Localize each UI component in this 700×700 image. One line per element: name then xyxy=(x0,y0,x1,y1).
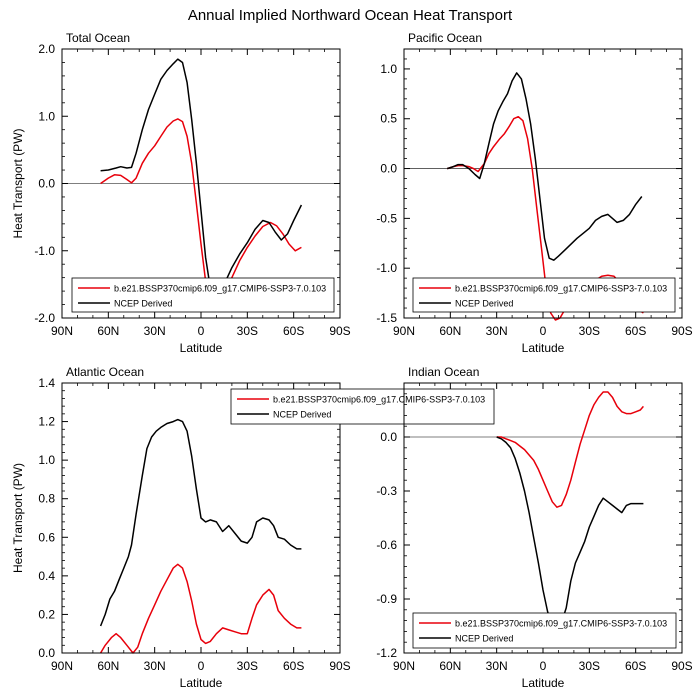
indian-ocean-x-tick-label: 30S xyxy=(579,659,600,673)
total-ocean-y-tick-label: 1.0 xyxy=(38,109,55,123)
pacific-ocean-x-tick-label: 0 xyxy=(540,324,547,338)
atlantic-ocean-x-axis-label: Latitude xyxy=(180,676,223,690)
atlantic-ocean-x-tick-label: 0 xyxy=(198,659,205,673)
total-ocean-x-tick-label: 90N xyxy=(51,324,73,338)
atlantic-ocean-y-tick-label: 0.8 xyxy=(38,492,55,506)
total-ocean-legend-box xyxy=(71,277,335,313)
pacific-ocean-legend: b.e21.BSSP370cmip6.f09_g17.CMIP6-SSP3-7.… xyxy=(412,277,676,313)
total-ocean-y-tick-label: -2.0 xyxy=(34,311,55,325)
indian-ocean-y-tick-label: -0.3 xyxy=(376,484,397,498)
indian-ocean-panel-title: Indian Ocean xyxy=(408,365,479,379)
indian-ocean-legend-ncep-label: NCEP Derived xyxy=(455,634,513,644)
indian-ocean-y-tick-label: 0.0 xyxy=(380,430,397,444)
indian-ocean-x-tick-label: 60N xyxy=(439,659,461,673)
pacific-ocean-legend-box xyxy=(412,277,676,313)
indian-ocean-x-tick-label: 0 xyxy=(540,659,547,673)
atlantic-ocean-legend: b.e21.BSSP370cmip6.f09_g17.CMIP6-SSP3-7.… xyxy=(230,388,495,425)
pacific-ocean-legend-model-label: b.e21.BSSP370cmip6.f09_g17.CMIP6-SSP3-7.… xyxy=(455,284,667,294)
total-ocean-legend-ncep-label: NCEP Derived xyxy=(114,299,172,309)
indian-ocean-x-tick-label: 90S xyxy=(671,659,692,673)
pacific-ocean-chart: 90N 60N 30N 0 30S 60S 90S 1.0 0.5 0.0 -0.5 -1.0 -1.5… xyxy=(376,31,692,355)
atlantic-ocean-model-series-line xyxy=(99,563,302,654)
atlantic-ocean-x-tick-label: 60S xyxy=(283,659,304,673)
pacific-ocean-y-tick-label: 0.5 xyxy=(380,112,397,126)
indian-ocean-x-tick-label: 60S xyxy=(625,659,646,673)
atlantic-ocean-y-tick-label: 0.6 xyxy=(38,530,55,544)
total-ocean-y-tick-label: 2.0 xyxy=(38,42,55,56)
indian-ocean-x-axis-label: Latitude xyxy=(522,676,565,690)
pacific-ocean-x-tick-label: 30S xyxy=(579,324,600,338)
atlantic-ocean-x-tick-label: 30N xyxy=(144,659,166,673)
indian-ocean-model-series-line xyxy=(496,391,644,508)
total-ocean-x-tick-label: 60N xyxy=(97,324,119,338)
atlantic-ocean-y-tick-label: 1.2 xyxy=(38,415,55,429)
atlantic-ocean-y-tick-label: 1.4 xyxy=(38,376,55,390)
atlantic-ocean-panel-title: Atlantic Ocean xyxy=(66,365,144,379)
total-ocean-x-tick-label: 60S xyxy=(283,324,304,338)
atlantic-ocean-x-tick-label: 30S xyxy=(237,659,258,673)
figure-title: Annual Implied Northward Ocean Heat Tran… xyxy=(188,7,513,24)
indian-ocean-legend: b.e21.BSSP370cmip6.f09_g17.CMIP6-SSP3-7.… xyxy=(412,612,677,649)
pacific-ocean-x-tick-label: 90N xyxy=(393,324,415,338)
pacific-ocean-y-tick-label: -1.0 xyxy=(376,261,397,275)
indian-ocean-legend-box xyxy=(412,612,677,649)
pacific-ocean-y-tick-label: -1.5 xyxy=(376,311,397,325)
total-ocean-legend-model-label: b.e21.BSSP370cmip6.f09_g17.CMIP6-SSP3-7.… xyxy=(114,284,326,294)
indian-ocean-x-tick-label: 90N xyxy=(393,659,415,673)
atlantic-ocean-x-tick-label: 60N xyxy=(97,659,119,673)
atlantic-ocean-y-tick-label: 1.0 xyxy=(38,453,55,467)
indian-ocean-y-tick-label: -0.9 xyxy=(376,592,397,606)
pacific-ocean-model-series-line xyxy=(446,115,644,321)
total-ocean-x-tick-label: 30S xyxy=(237,324,258,338)
atlantic-ocean-y-tick-label: 0.4 xyxy=(38,569,55,583)
atlantic-ocean-legend-ncep-label: NCEP Derived xyxy=(273,410,331,420)
pacific-ocean-y-tick-label: 0.0 xyxy=(380,162,397,176)
total-ocean-x-tick-label: 90S xyxy=(329,324,350,338)
total-ocean-model-series-line xyxy=(100,118,302,309)
atlantic-ocean-x-tick-label: 90S xyxy=(329,659,350,673)
total-ocean-panel-title: Total Ocean xyxy=(66,31,130,45)
atlantic-ocean-x-tick-label: 90N xyxy=(51,659,73,673)
pacific-ocean-plot-frame xyxy=(403,48,683,319)
atlantic-ocean-plot-frame xyxy=(61,382,341,654)
indian-ocean-y-tick-label: -0.6 xyxy=(376,538,397,552)
pacific-ocean-x-tick-label: 60N xyxy=(439,324,461,338)
total-ocean-legend: b.e21.BSSP370cmip6.f09_g17.CMIP6-SSP3-7.… xyxy=(71,277,335,313)
pacific-ocean-x-tick-label: 30N xyxy=(486,324,508,338)
pacific-ocean-x-tick-label: 90S xyxy=(671,324,692,338)
indian-ocean-chart: 90N 60N 30N 0 30S 60S 90S 0.0 -0.3 -0.6 -0.9 -1.2 In… xyxy=(376,365,692,690)
pacific-ocean-y-tick-label: 1.0 xyxy=(380,62,397,76)
atlantic-ocean-y-tick-label: 0.2 xyxy=(38,607,55,621)
atlantic-ocean-legend-box xyxy=(230,388,495,425)
total-ocean-y-axis-label: Heat Transport (PW) xyxy=(11,128,25,238)
atlantic-ocean-y-tick-label: 0.0 xyxy=(38,646,55,660)
atlantic-ocean-legend-model-label: b.e21.BSSP370cmip6.f09_g17.CMIP6-SSP3-7.… xyxy=(273,395,485,405)
indian-ocean-plot-frame xyxy=(403,382,683,654)
indian-ocean-x-tick-label: 30N xyxy=(486,659,508,673)
total-ocean-y-tick-label: -1.0 xyxy=(34,244,55,258)
indian-ocean-ncep-series-line xyxy=(496,436,644,633)
pacific-ocean-legend-ncep-label: NCEP Derived xyxy=(455,299,513,309)
pacific-ocean-panel-title: Pacific Ocean xyxy=(408,31,482,45)
total-ocean-chart: 90N 60N 30N 0 30S 60S 90S 2.0 1.0 0.0 -1.0 -2.0 Tota… xyxy=(11,31,351,355)
pacific-ocean-ncep-series-line xyxy=(446,72,643,261)
atlantic-ocean-chart: 90N 60N 30N 0 30S 60S 90S 1.4 1.2 1.0 0.8 0.6 0.4 0.2… xyxy=(11,365,495,690)
total-ocean-x-tick-label: 30N xyxy=(144,324,166,338)
atlantic-ocean-ncep-series-line xyxy=(99,418,302,627)
pacific-ocean-x-axis-label: Latitude xyxy=(522,341,565,355)
pacific-ocean-y-tick-label: -0.5 xyxy=(376,211,397,225)
atlantic-ocean-y-axis-label: Heat Transport (PW) xyxy=(11,463,25,573)
total-ocean-ncep-series-line xyxy=(100,58,303,296)
pacific-ocean-x-tick-label: 60S xyxy=(625,324,646,338)
total-ocean-x-axis-label: Latitude xyxy=(180,341,223,355)
total-ocean-x-tick-label: 0 xyxy=(198,324,205,338)
total-ocean-plot-frame xyxy=(61,48,341,319)
total-ocean-y-tick-label: 0.0 xyxy=(38,177,55,191)
indian-ocean-legend-model-label: b.e21.BSSP370cmip6.f09_g17.CMIP6-SSP3-7.… xyxy=(455,619,667,629)
indian-ocean-y-tick-label: -1.2 xyxy=(376,646,397,660)
